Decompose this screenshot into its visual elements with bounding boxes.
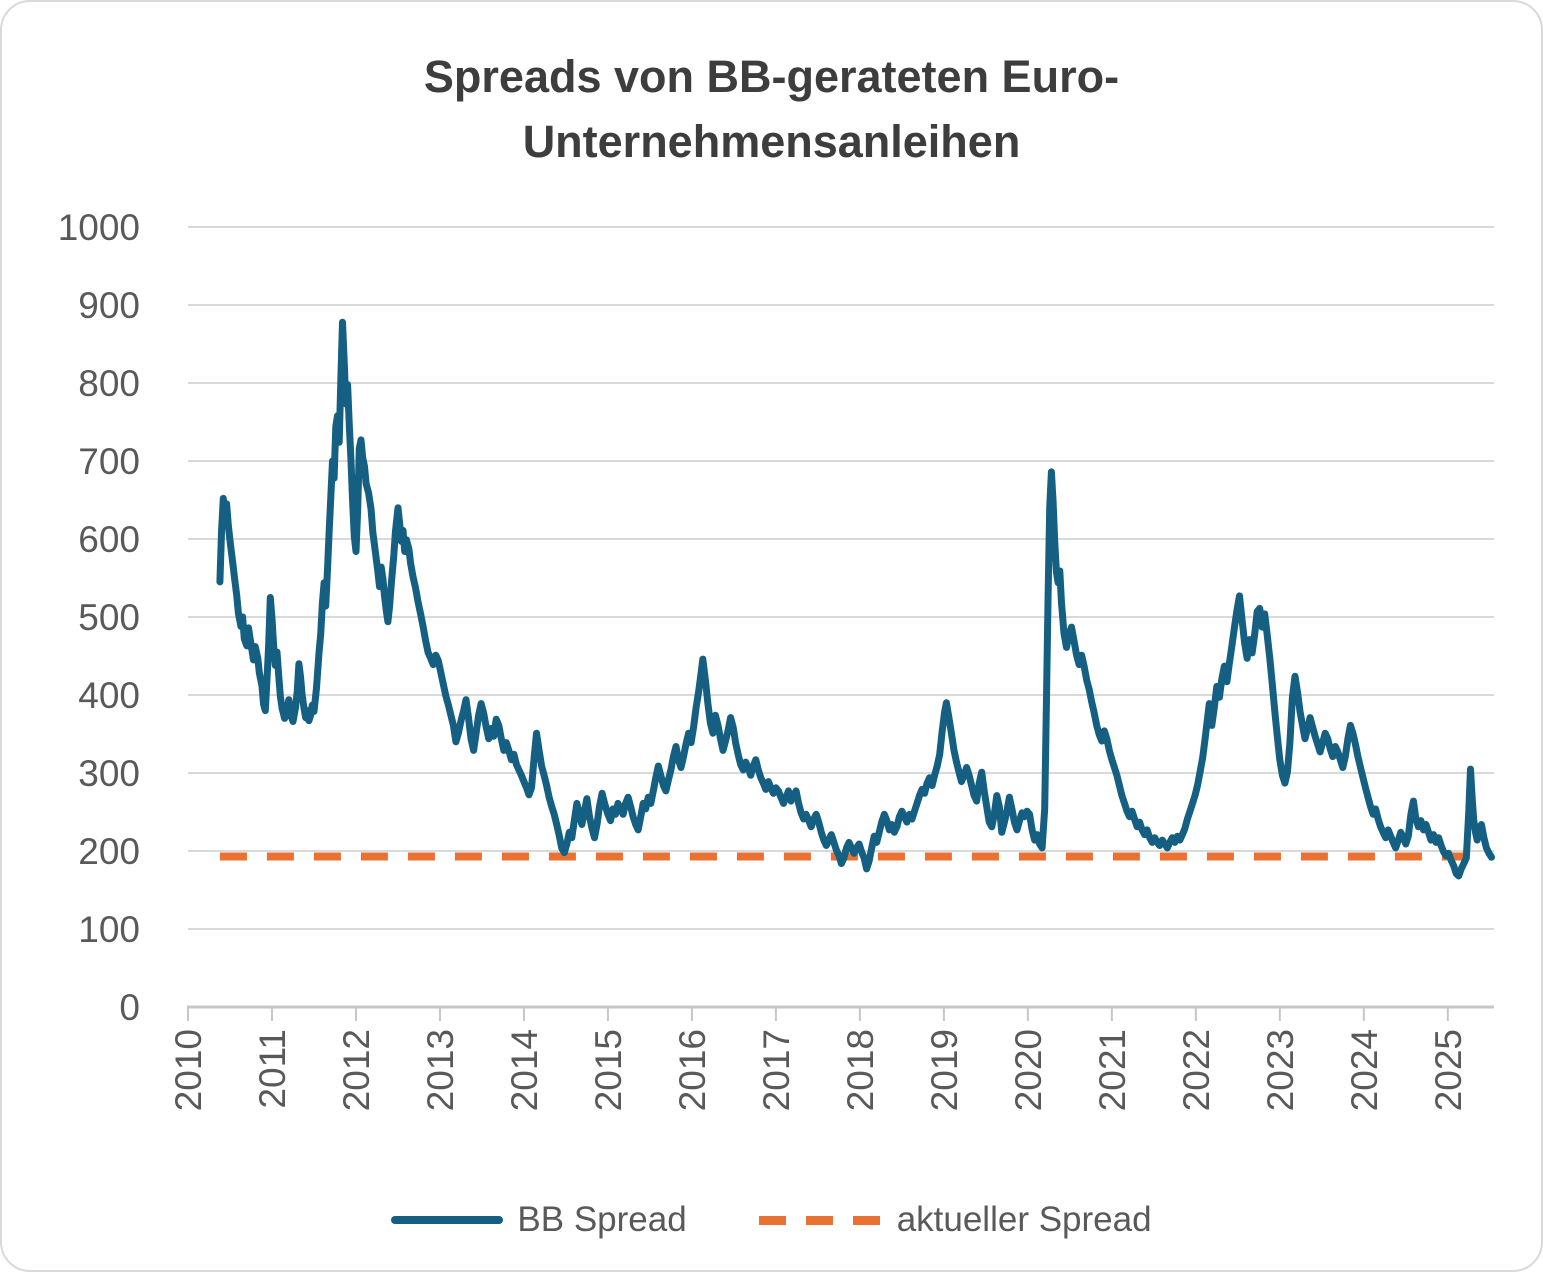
chart-title-line2: Unternehmensanleihen [522,116,1021,168]
y-tick-label: 200 [78,831,140,872]
x-tick-label: 2011 [252,1029,293,1109]
y-tick-label: 300 [78,753,140,794]
x-tick-label: 2014 [504,1029,545,1111]
y-tick-label: 1000 [58,207,140,248]
chart-title: Spreads von BB-gerateten Euro- Unternehm… [2,44,1541,175]
x-tick-label: 2010 [168,1029,209,1111]
y-tick-label: 800 [78,363,140,404]
bb-spread-line [216,318,1495,880]
y-tick-label: 0 [119,987,140,1028]
legend-item-bb-spread: BB Spread [391,1200,687,1240]
y-tick-label: 500 [78,597,140,638]
y-tick-label: 400 [78,675,140,716]
y-tick-label: 600 [78,519,140,560]
x-tick-label: 2019 [924,1029,965,1111]
y-tick-label: 700 [78,441,140,482]
x-tick-label: 2022 [1176,1029,1217,1111]
x-tick-label: 2021 [1092,1029,1133,1111]
x-tick-label: 2012 [336,1029,377,1111]
legend-label-aktueller-spread: aktueller Spread [896,1200,1152,1239]
x-tick-label: 2017 [756,1029,797,1111]
x-tick-label: 2016 [672,1029,713,1111]
x-tick-label: 2018 [840,1029,881,1111]
aktueller-spread-line-swatch-icon [758,1215,883,1225]
legend: BB Spread aktueller Spread [2,1200,1541,1240]
y-tick-label: 900 [78,285,140,326]
y-tick-label: 100 [78,909,140,950]
x-tick-label: 2013 [420,1029,461,1111]
x-tick-label: 2015 [588,1029,629,1111]
x-tick-label: 2024 [1344,1029,1385,1111]
x-tick-label: 2020 [1008,1029,1049,1111]
x-tick-label: 2025 [1428,1029,1469,1111]
legend-item-aktueller-spread: aktueller Spread [758,1200,1152,1240]
x-tick-label: 2023 [1260,1029,1301,1111]
bb-spread-line-swatch-icon [391,1216,504,1224]
chart-title-line1: Spreads von BB-gerateten Euro- [423,51,1120,102]
legend-label-bb-spread: BB Spread [517,1200,687,1239]
